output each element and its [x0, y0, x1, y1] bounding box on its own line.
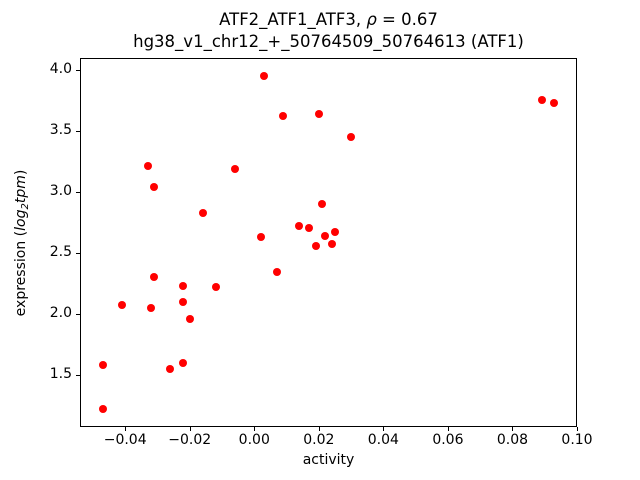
data-point [185, 314, 194, 323]
data-point [318, 199, 327, 208]
y-axis-label-log: log [13, 209, 29, 231]
chart-title: ATF2_ATF1_ATF3, ρ = 0.67 hg38_v1_chr12_+… [80, 9, 577, 53]
y-axis-tick-label: 2.0 [49, 305, 72, 322]
data-point [98, 405, 107, 414]
chart-title-line1: ATF2_ATF1_ATF3, ρ = 0.67 [80, 9, 577, 31]
data-point [198, 208, 207, 217]
data-point [143, 162, 152, 171]
data-point [347, 132, 356, 141]
x-axis-tick [447, 427, 449, 431]
data-point [295, 221, 304, 230]
data-point [147, 303, 155, 312]
data-point [150, 182, 159, 191]
data-point [550, 98, 559, 107]
y-axis-label-tpm: tpm [13, 175, 29, 204]
y-axis-tick-label: 1.5 [49, 366, 72, 383]
data-point [150, 273, 159, 282]
data-point [117, 301, 126, 310]
y-axis-tick [76, 375, 80, 377]
x-axis-tick-label: 0.00 [238, 432, 270, 448]
data-point [314, 109, 323, 118]
y-axis-tick-label: 3.5 [49, 121, 72, 138]
y-axis-tick-label: 3.0 [49, 182, 72, 199]
data-point [311, 241, 320, 250]
y-axis-tick [76, 130, 80, 132]
x-axis-tick [254, 427, 256, 431]
x-axis-tick [577, 427, 578, 431]
data-point [179, 281, 188, 290]
x-axis-tick [512, 427, 514, 431]
data-point [305, 224, 314, 233]
y-axis-tick [76, 314, 80, 316]
data-point [230, 164, 239, 173]
y-axis-tick [76, 69, 80, 71]
data-point [98, 361, 107, 370]
y-axis-label-suffix: ) [13, 169, 29, 176]
data-point [179, 297, 188, 306]
plot-area [80, 58, 577, 427]
y-axis-tick [76, 191, 80, 193]
x-axis-tick [318, 427, 320, 431]
x-axis-tick [189, 427, 191, 431]
x-axis-tick-label: 0.02 [303, 432, 335, 448]
data-point [321, 231, 330, 240]
y-axis-label: expression (log2tpm) [13, 93, 33, 393]
x-axis-tick-label: 0.04 [367, 432, 399, 448]
y-axis-label-prefix: expression ( [13, 230, 29, 317]
x-axis-tick-label: 0.10 [561, 432, 593, 448]
y-axis-label-subscript: 2 [20, 203, 31, 210]
chart-title-line2: hg38_v1_chr12_+_50764509_50764613 (ATF1) [133, 32, 524, 51]
data-point [259, 71, 268, 80]
rho-symbol: ρ [366, 10, 377, 29]
data-point [279, 111, 288, 120]
y-axis-tick [76, 252, 80, 254]
y-axis-tick-label: 4.0 [49, 60, 72, 77]
x-axis-tick [383, 427, 385, 431]
data-point [166, 365, 175, 374]
data-point [211, 283, 220, 292]
data-point [537, 96, 546, 105]
x-axis-tick-label: −0.04 [103, 432, 147, 448]
x-axis-tick [125, 427, 127, 431]
title-gene-names: ATF2_ATF1_ATF3, [219, 10, 367, 29]
y-axis-tick-label: 2.5 [49, 244, 72, 261]
x-axis-tick-label: 0.08 [496, 432, 529, 448]
x-axis-label: activity [302, 452, 355, 468]
data-point [272, 268, 281, 277]
data-point [179, 358, 188, 367]
rho-value: = 0.67 [376, 10, 438, 29]
data-point [327, 240, 336, 249]
x-axis-tick-label: −0.02 [168, 432, 212, 448]
data-point [330, 228, 339, 237]
x-axis-tick-label: 0.06 [432, 432, 464, 448]
data-point [256, 232, 265, 241]
